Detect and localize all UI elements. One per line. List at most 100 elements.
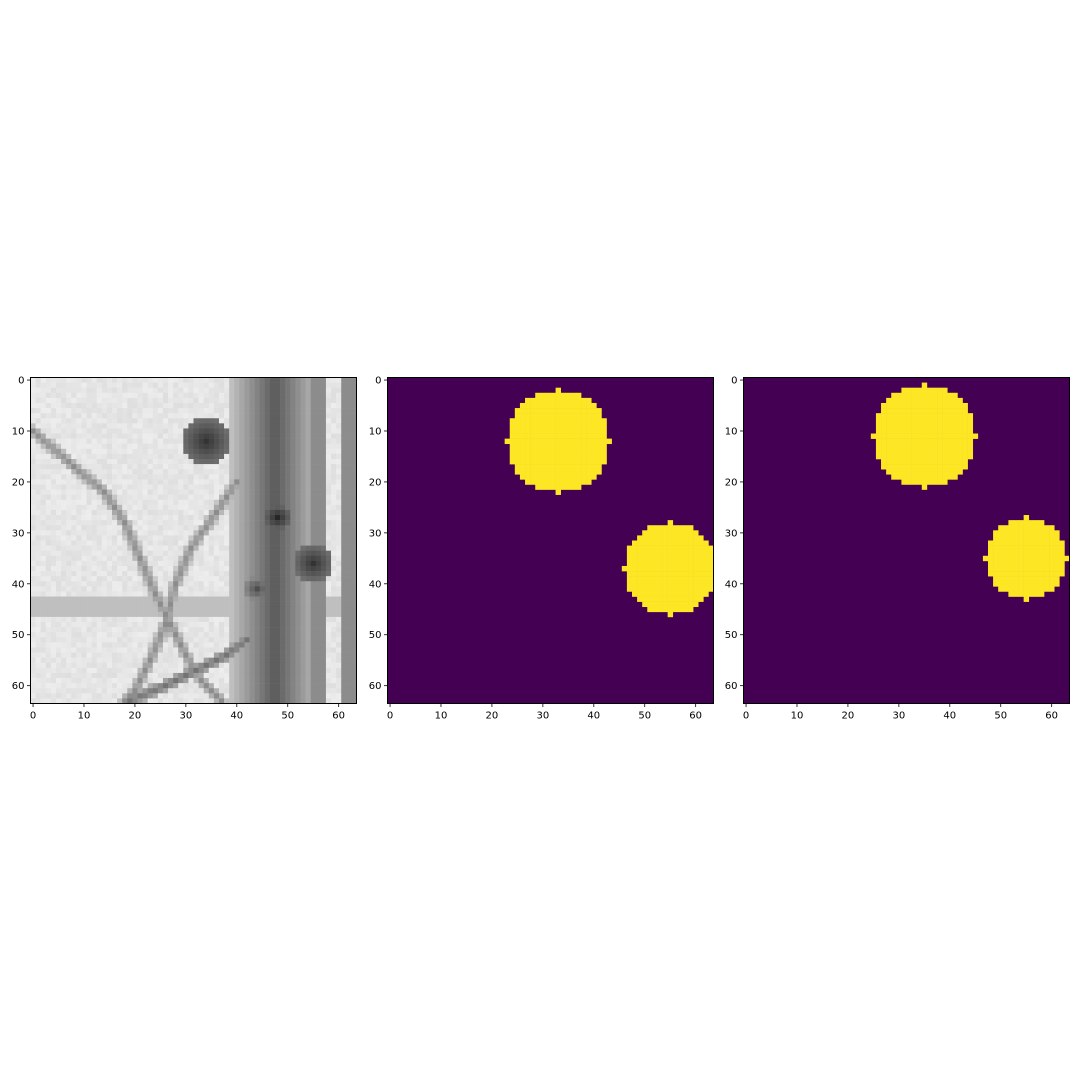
pixel bbox=[96, 489, 103, 495]
mask-pixel bbox=[530, 408, 536, 414]
pixel bbox=[183, 622, 189, 628]
pixel bbox=[244, 688, 250, 694]
pixel bbox=[66, 515, 72, 521]
pixel bbox=[305, 392, 311, 399]
pixel bbox=[280, 504, 286, 511]
pixel bbox=[117, 520, 123, 526]
pixel bbox=[305, 418, 311, 424]
pixel bbox=[285, 647, 291, 653]
mask-pixel bbox=[947, 392, 953, 399]
pixel bbox=[315, 377, 322, 383]
pixel bbox=[157, 504, 164, 511]
pixel bbox=[320, 387, 327, 394]
pixel bbox=[218, 413, 225, 419]
pixel bbox=[168, 611, 174, 618]
pixel bbox=[178, 678, 184, 684]
pixel bbox=[147, 453, 154, 460]
pixel bbox=[66, 377, 72, 383]
pixel bbox=[249, 489, 255, 495]
mask-pixel bbox=[682, 535, 689, 541]
pixel bbox=[346, 672, 352, 679]
pixel bbox=[162, 540, 169, 546]
pixel bbox=[157, 413, 164, 419]
pixel bbox=[203, 678, 210, 684]
pixel bbox=[315, 408, 322, 414]
pixel bbox=[315, 392, 322, 399]
pixel bbox=[208, 622, 215, 628]
pixel bbox=[86, 479, 92, 485]
pixel bbox=[351, 652, 357, 658]
pixel bbox=[224, 469, 230, 475]
pixel bbox=[71, 494, 77, 501]
pixel bbox=[122, 672, 128, 679]
pixel bbox=[101, 489, 108, 495]
pixel bbox=[55, 408, 62, 414]
mask-pixel bbox=[693, 565, 699, 572]
mask-pixel bbox=[586, 418, 592, 424]
mask-pixel bbox=[525, 418, 531, 424]
pixel bbox=[71, 616, 77, 623]
pixel bbox=[45, 525, 52, 531]
pixel bbox=[157, 453, 164, 460]
pixel bbox=[168, 438, 174, 445]
pixel bbox=[218, 418, 225, 424]
pixel bbox=[71, 509, 77, 516]
pixel bbox=[71, 698, 77, 704]
pixel bbox=[305, 606, 311, 613]
pixel bbox=[341, 693, 347, 699]
mask-pixel bbox=[581, 469, 587, 475]
pixel bbox=[188, 652, 194, 658]
pixel bbox=[249, 469, 255, 475]
mask-pixel bbox=[591, 474, 597, 480]
pixel bbox=[305, 637, 311, 643]
pixel bbox=[106, 657, 113, 664]
pixel bbox=[244, 627, 250, 633]
pixel bbox=[285, 657, 291, 664]
pixel bbox=[285, 377, 291, 383]
pixel bbox=[336, 484, 342, 490]
mask-pixel bbox=[962, 438, 968, 445]
mask-pixel bbox=[591, 428, 597, 434]
pixel bbox=[127, 698, 133, 704]
pixel bbox=[137, 571, 143, 577]
pixel bbox=[45, 509, 52, 516]
pixel bbox=[208, 433, 215, 439]
pixel bbox=[122, 494, 128, 501]
pixel bbox=[173, 586, 179, 592]
pixel bbox=[132, 494, 138, 501]
pixel bbox=[198, 535, 204, 541]
pixel bbox=[61, 601, 67, 608]
pixel bbox=[50, 377, 57, 383]
pixel bbox=[224, 688, 230, 694]
pixel bbox=[203, 667, 210, 674]
pixel bbox=[208, 596, 215, 602]
pixel bbox=[310, 499, 317, 506]
pixel bbox=[132, 530, 138, 536]
pixel bbox=[315, 627, 322, 633]
pixel bbox=[173, 672, 179, 679]
pixel bbox=[40, 474, 47, 480]
mask-pixel bbox=[535, 402, 541, 409]
pixel bbox=[137, 565, 143, 572]
pixel bbox=[55, 479, 62, 485]
pixel bbox=[30, 657, 36, 664]
pixel bbox=[127, 423, 133, 429]
mask-pixel bbox=[962, 418, 968, 424]
pixel bbox=[310, 509, 317, 516]
pixel bbox=[244, 545, 250, 551]
pixel bbox=[178, 683, 184, 689]
pixel bbox=[213, 550, 220, 557]
pixel bbox=[127, 688, 133, 694]
pixel bbox=[269, 484, 276, 490]
pixel bbox=[275, 464, 281, 470]
pixel bbox=[106, 565, 113, 572]
pixel bbox=[325, 560, 332, 567]
mask-pixel bbox=[560, 423, 567, 429]
pixel bbox=[50, 479, 57, 485]
mask-pixel bbox=[565, 428, 572, 434]
pixel bbox=[168, 515, 174, 521]
pixel bbox=[346, 591, 352, 597]
pixel bbox=[71, 453, 77, 460]
pixel bbox=[76, 596, 82, 602]
mask-pixel bbox=[921, 428, 928, 434]
